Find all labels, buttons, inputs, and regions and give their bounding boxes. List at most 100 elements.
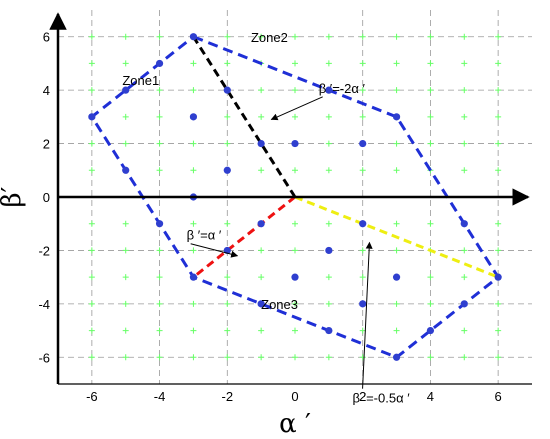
grid-point xyxy=(292,247,298,254)
grid-point xyxy=(292,167,298,174)
annotation-label: β ′=-2α ′ xyxy=(319,81,366,96)
grid-point xyxy=(292,33,298,40)
grid-point xyxy=(427,220,434,227)
grid-point xyxy=(461,247,468,254)
vector-point xyxy=(426,326,435,335)
grid-point xyxy=(156,327,163,334)
x-axis-label: α ′ xyxy=(279,409,311,439)
grid-point xyxy=(495,60,502,67)
vector-point xyxy=(122,86,130,94)
grid-point xyxy=(122,113,129,120)
grid-point xyxy=(427,60,434,67)
vector-point xyxy=(325,326,333,335)
grid-point xyxy=(461,167,468,174)
grid-point xyxy=(359,113,366,120)
grid-point xyxy=(224,60,231,67)
grid-point xyxy=(393,300,400,307)
zone-lines xyxy=(192,35,499,279)
vector-point xyxy=(359,139,367,148)
grid-point xyxy=(393,87,400,94)
grid-point xyxy=(190,87,197,94)
zone-line xyxy=(294,195,499,279)
grid-point xyxy=(88,247,95,254)
vector-point xyxy=(392,353,401,361)
vector-point xyxy=(325,86,333,94)
zone-label: Zone1 xyxy=(122,73,159,88)
vector-point xyxy=(88,113,96,121)
grid-point xyxy=(190,354,197,361)
grid-point xyxy=(393,33,400,40)
x-tick-label: 0 xyxy=(291,389,298,404)
grid-point xyxy=(190,327,197,334)
x-tick-label: 2 xyxy=(359,389,366,404)
grid-point xyxy=(359,354,366,361)
grid-point xyxy=(325,354,332,361)
vector-point xyxy=(155,59,164,68)
vector-point xyxy=(155,220,164,228)
y-tick-label: 2 xyxy=(43,137,50,152)
vector-point xyxy=(494,273,502,281)
grid-point xyxy=(461,327,468,334)
zone-line xyxy=(192,35,297,198)
grid-point xyxy=(461,87,468,94)
y-tick-label: 4 xyxy=(43,83,50,98)
grid-point xyxy=(224,274,231,281)
vector-point xyxy=(189,273,198,281)
vector-point xyxy=(392,113,401,121)
grid-point xyxy=(461,274,468,281)
grid-point xyxy=(224,140,231,147)
annotation-arrow xyxy=(270,96,323,121)
grid-point xyxy=(292,327,298,334)
grid-point xyxy=(88,33,95,40)
grid-point xyxy=(461,140,468,147)
grid-point xyxy=(122,247,129,254)
grid-point xyxy=(190,60,197,67)
grid-point xyxy=(156,87,163,94)
grid-point xyxy=(359,274,366,281)
vector-point xyxy=(359,220,367,228)
grid-point xyxy=(393,220,400,227)
grid-point xyxy=(325,220,332,227)
vector-point xyxy=(291,139,299,148)
grid-point xyxy=(461,354,468,361)
grid-point xyxy=(88,354,95,361)
grid-point xyxy=(190,247,197,254)
grid-point xyxy=(122,220,129,227)
grid-point xyxy=(224,220,231,227)
grid-point xyxy=(292,354,298,361)
vector-point xyxy=(460,300,468,308)
grid-point xyxy=(122,300,129,307)
vector-point xyxy=(257,139,265,148)
x-tick-label: 4 xyxy=(427,389,434,404)
grid-point xyxy=(427,274,434,281)
vector-point xyxy=(223,166,231,174)
zone-label: Zone2 xyxy=(251,30,288,45)
vector-point xyxy=(359,300,367,308)
grid-point xyxy=(156,300,163,307)
grid-point xyxy=(122,140,129,147)
annotation-arrow xyxy=(190,243,239,258)
grid-point xyxy=(495,220,502,227)
grid-point xyxy=(495,354,502,361)
vector-point xyxy=(257,220,265,228)
grid-point xyxy=(258,33,265,40)
grid-point xyxy=(122,33,129,40)
grid-point xyxy=(427,140,434,147)
zone-label: Zone3 xyxy=(261,297,298,312)
vector-point xyxy=(122,166,130,174)
grid-point xyxy=(224,33,231,40)
grid-point xyxy=(88,220,95,227)
grid-point xyxy=(325,113,332,120)
vector-point xyxy=(189,33,198,41)
grid-point xyxy=(88,167,95,174)
grid-point xyxy=(88,327,95,334)
y-tick-label: -2 xyxy=(38,243,50,258)
grid-point xyxy=(190,140,197,147)
x-tick-label: -6 xyxy=(86,389,98,404)
vector-point xyxy=(257,300,265,308)
x-tick-label: -4 xyxy=(154,389,166,404)
grid-point xyxy=(393,167,400,174)
grid-point xyxy=(122,60,129,67)
vector-point xyxy=(460,220,468,228)
